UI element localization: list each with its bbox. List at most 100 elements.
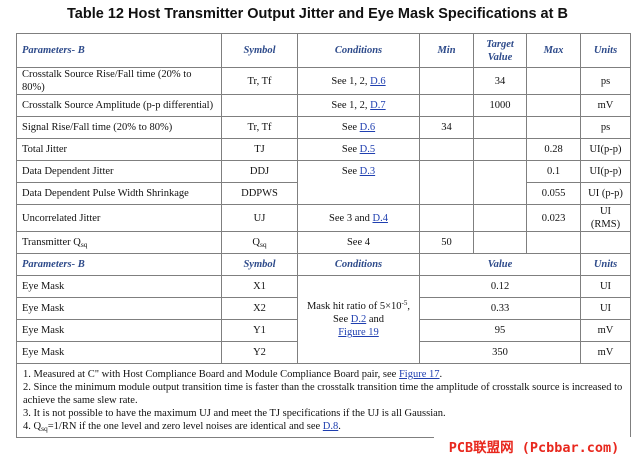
param-cell: Total Jitter (16, 138, 222, 161)
spec-table: Parameters- B Symbol Conditions Min Targ… (16, 33, 631, 438)
table-row: Uncorrelated Jitter UJ See 3 and D.4 0.0… (16, 204, 631, 232)
param-cell: Crosstalk Source Rise/Fall time (20% to … (16, 67, 222, 95)
symbol-cell: Tr, Tf (221, 67, 298, 95)
col-header-max: Max (526, 33, 581, 68)
col-header-parameters: Parameters- B (16, 33, 222, 68)
max-cell: 0.023 (526, 204, 581, 232)
cond-text: See 1, 2, (331, 75, 371, 87)
cond-link-d6[interactable]: D.6 (359, 122, 376, 133)
symbol-cell: X2 (221, 297, 298, 320)
cond-link-d3[interactable]: D.3 (359, 166, 376, 177)
max-cell: 0.055 (526, 182, 581, 205)
note-1: 1. Measured at C" with Host Compliance B… (23, 368, 624, 381)
cond-text: See (341, 166, 360, 177)
param-cell: Eye Mask (16, 341, 222, 364)
min-cell: 34 (419, 116, 474, 139)
value-cell: 350 (419, 341, 581, 364)
col-header-conditions: Conditions (297, 253, 420, 276)
max-cell (526, 94, 581, 117)
symbol-cell: DDJ (221, 160, 298, 183)
table-row: Data Dependent Jitter DDJ See D.3 0.1 UI… (16, 160, 631, 205)
col-header-units: Units (580, 33, 631, 68)
mask-cond-line1: Mask hit ratio of 5×10 (306, 301, 402, 312)
note-1-text: 1. Measured at C" with Host Compliance B… (23, 369, 399, 380)
symbol-cell: Y2 (221, 341, 298, 364)
cond-link-figure-19[interactable]: Figure 19 (338, 327, 379, 338)
note-link-figure-17[interactable]: Figure 17 (398, 369, 440, 380)
conditions-cell: See D.3 (297, 160, 420, 205)
units-cell: mV (580, 319, 631, 342)
target-cell (473, 160, 527, 205)
symbol-cell: TJ (221, 138, 298, 161)
symbol-cell (221, 94, 298, 117)
param-cell: Data Dependent Jitter (16, 160, 222, 183)
min-cell (419, 204, 474, 232)
min-cell (419, 160, 474, 205)
param-cell: Eye Mask (16, 275, 222, 298)
max-cell (526, 231, 581, 254)
units-cell: mV (580, 94, 631, 117)
conditions-cell: See D.5 (297, 138, 420, 161)
param-cell: Transmitter Qsq (16, 231, 222, 254)
mask-cond-exponent: -5 (401, 299, 408, 307)
note-4-end: . (338, 421, 341, 432)
symbol-cell: Tr, Tf (221, 116, 298, 139)
min-cell (419, 138, 474, 161)
units-cell: mV (580, 341, 631, 364)
table-row: Total Jitter TJ See D.5 0.28 UI(p-p) (16, 138, 631, 161)
param-cell: Data Dependent Pulse Width Shrinkage (16, 182, 222, 205)
note-3: 3. It is not possible to have the maximu… (23, 408, 446, 419)
cond-link-d2[interactable]: D.2 (350, 314, 367, 325)
min-cell (419, 94, 474, 117)
target-cell: 1000 (473, 94, 527, 117)
target-cell (473, 116, 527, 139)
target-cell: 34 (473, 67, 527, 95)
col-header-units: Units (580, 253, 631, 276)
cond-link-d7[interactable]: D.7 (370, 100, 386, 111)
target-cell (473, 231, 527, 254)
table-row: Data Dependent Pulse Width Shrinkage DDP… (16, 182, 631, 205)
notes-row: 1. Measured at C" with Host Compliance B… (16, 363, 631, 438)
value-cell: 0.12 (419, 275, 581, 298)
cond-link-d5[interactable]: D.5 (359, 144, 376, 155)
max-cell: 0.1 (526, 160, 581, 183)
conditions-cell: See 3 and D.4 (297, 204, 420, 232)
watermark: PCB联盟网 (Pcbbar.com) (434, 437, 634, 459)
col-header-target: Target Value (473, 33, 527, 68)
param-subscript: sq (80, 240, 88, 249)
param-cell: Uncorrelated Jitter (16, 204, 222, 232)
note-4-subscript: sq (41, 424, 48, 433)
units-cell: UI (RMS) (580, 204, 631, 232)
symbol-cell: UJ (221, 204, 298, 232)
cond-link-d4[interactable]: D.4 (372, 212, 388, 224)
cond-text: See 3 and (329, 212, 373, 224)
param-cell: Crosstalk Source Amplitude (p-p differen… (16, 94, 222, 117)
col-header-conditions: Conditions (297, 33, 420, 68)
note-link-d8[interactable]: D.8 (322, 421, 339, 432)
note-2: 2. Since the minimum module output trans… (23, 382, 623, 406)
symbol-text: Q (252, 237, 260, 248)
symbol-cell: X1 (221, 275, 298, 298)
cond-text: See 1, 2, (331, 100, 371, 111)
units-cell: ps (580, 67, 631, 95)
symbol-cell: DDPWS (221, 182, 298, 205)
max-cell (526, 67, 581, 95)
units-cell: UI (580, 297, 631, 320)
col-header-symbol: Symbol (221, 33, 298, 68)
param-cell: Eye Mask (16, 297, 222, 320)
min-cell (419, 67, 474, 95)
conditions-cell: See 1, 2, D.7 (297, 94, 420, 117)
units-cell (580, 231, 631, 254)
cond-text: See (341, 122, 360, 133)
note-4: 4. Qsq=1/RN if the one level and zero le… (23, 420, 624, 433)
col-header-parameters: Parameters- B (16, 253, 222, 276)
target-cell (473, 204, 527, 232)
cond-link-d6[interactable]: D.6 (370, 75, 386, 87)
max-cell: 0.28 (526, 138, 581, 161)
value-cell: 0.33 (419, 297, 581, 320)
col-header-value: Value (419, 253, 581, 276)
units-cell: UI (p-p) (580, 182, 631, 205)
note-4-text: 4. Q (23, 421, 42, 432)
units-cell: UI(p-p) (580, 160, 631, 183)
mask-cond-see: See (332, 314, 351, 325)
